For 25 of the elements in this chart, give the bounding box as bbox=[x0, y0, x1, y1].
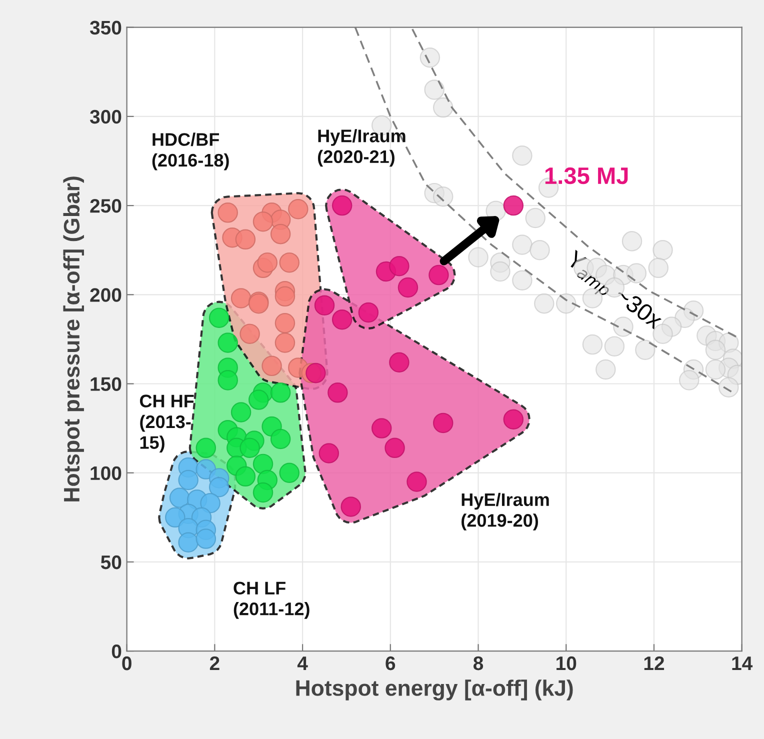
x-tick-label: 14 bbox=[732, 656, 753, 670]
y-tick-label: 300 bbox=[90, 110, 122, 124]
y-tick-label: 350 bbox=[90, 20, 122, 35]
x-tick-label: 4 bbox=[297, 656, 308, 670]
y-axis-title: Hotspot pressure [α-off] (Gbar) bbox=[63, 176, 84, 502]
annotation: Y$_{amp}$ ~30x bbox=[561, 250, 664, 336]
y-tick-label: 50 bbox=[100, 555, 122, 570]
x-tick-label: 2 bbox=[210, 656, 220, 670]
text: HyE/Iraum (2019-20) bbox=[462, 492, 549, 530]
series-label: CH HF (2013- 15) bbox=[140, 394, 194, 453]
x-axis-title: Hotspot energy [α-off] (kJ) bbox=[296, 680, 573, 700]
y-tick-label: 150 bbox=[90, 377, 122, 391]
x-tick-label: 0 bbox=[122, 656, 132, 670]
x-tick-label: 8 bbox=[473, 656, 484, 670]
x-tick-label: 10 bbox=[556, 656, 576, 670]
annotation: 1.35 MJ bbox=[545, 167, 628, 184]
y-tick-label: 200 bbox=[90, 288, 122, 302]
series-label: HDC/BF (2016-18) bbox=[152, 132, 229, 170]
y-tick-label: 100 bbox=[90, 466, 122, 480]
y-tick-label: 250 bbox=[90, 199, 122, 213]
x-tick-label: 12 bbox=[644, 656, 664, 670]
x-tick-label: 6 bbox=[386, 656, 396, 670]
y-tick-label: 0 bbox=[112, 644, 122, 658]
text: CH LF (2011-12) bbox=[234, 582, 310, 619]
text: HyE/Iraum (2020-21) bbox=[318, 129, 406, 167]
